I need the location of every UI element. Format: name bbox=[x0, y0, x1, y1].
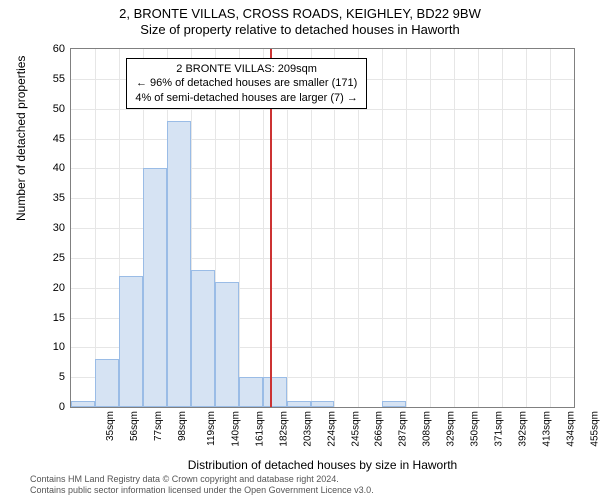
footer-line-1: Contains HM Land Registry data © Crown c… bbox=[30, 474, 590, 485]
x-tick-label: 266sqm bbox=[374, 411, 385, 447]
y-tick-label: 15 bbox=[53, 312, 65, 324]
y-tick-label: 55 bbox=[53, 73, 65, 85]
x-tick-label: 182sqm bbox=[278, 411, 289, 447]
y-tick-label: 20 bbox=[53, 282, 65, 294]
chart-container: { "title_address": "2, BRONTE VILLAS, CR… bbox=[0, 0, 600, 500]
gridline-v bbox=[478, 49, 479, 407]
y-tick-label: 40 bbox=[53, 162, 65, 174]
annotation-line-3: 4% of semi-detached houses are larger (7… bbox=[135, 91, 358, 105]
y-tick-label: 30 bbox=[53, 222, 65, 234]
x-tick-label: 98sqm bbox=[177, 411, 188, 441]
histogram-bar bbox=[71, 401, 95, 407]
x-tick-label: 56sqm bbox=[129, 411, 140, 441]
x-tick-label: 371sqm bbox=[494, 411, 505, 447]
gridline-v bbox=[502, 49, 503, 407]
gridline-v bbox=[406, 49, 407, 407]
gridline-h bbox=[71, 139, 574, 140]
y-tick-label: 10 bbox=[53, 341, 65, 353]
gridline-v bbox=[454, 49, 455, 407]
title-address: 2, BRONTE VILLAS, CROSS ROADS, KEIGHLEY,… bbox=[0, 6, 600, 22]
annotation-line-2: ← 96% of detached houses are smaller (17… bbox=[135, 76, 358, 90]
title-subject: Size of property relative to detached ho… bbox=[0, 22, 600, 38]
x-tick-label: 287sqm bbox=[398, 411, 409, 447]
x-tick-label: 77sqm bbox=[153, 411, 164, 441]
footer-line-2: Contains public sector information licen… bbox=[30, 485, 590, 496]
x-tick-label: 413sqm bbox=[542, 411, 553, 447]
gridline-v bbox=[382, 49, 383, 407]
x-tick-label: 203sqm bbox=[302, 411, 313, 447]
gridline-v bbox=[526, 49, 527, 407]
histogram-bar bbox=[311, 401, 335, 407]
gridline-v bbox=[550, 49, 551, 407]
x-tick-label: 329sqm bbox=[446, 411, 457, 447]
gridline-v bbox=[430, 49, 431, 407]
y-tick-label: 25 bbox=[53, 252, 65, 264]
plot-area: 05101520253035404550556035sqm56sqm77sqm9… bbox=[70, 48, 575, 408]
gridline-v bbox=[95, 49, 96, 407]
x-axis-label: Distribution of detached houses by size … bbox=[70, 458, 575, 472]
histogram-bar bbox=[215, 282, 239, 407]
y-axis-label: Number of detached properties bbox=[14, 56, 28, 221]
histogram-bar bbox=[382, 401, 406, 407]
chart-title-block: 2, BRONTE VILLAS, CROSS ROADS, KEIGHLEY,… bbox=[0, 6, 600, 39]
x-tick-label: 350sqm bbox=[470, 411, 481, 447]
x-tick-label: 455sqm bbox=[590, 411, 600, 447]
histogram-bar bbox=[239, 377, 263, 407]
histogram-bar bbox=[95, 359, 119, 407]
y-tick-label: 5 bbox=[59, 371, 65, 383]
histogram-bar bbox=[119, 276, 143, 407]
y-tick-label: 0 bbox=[59, 401, 65, 413]
x-tick-label: 308sqm bbox=[422, 411, 433, 447]
x-tick-label: 392sqm bbox=[518, 411, 529, 447]
x-tick-label: 224sqm bbox=[326, 411, 337, 447]
histogram-bar bbox=[143, 168, 167, 407]
x-tick-label: 140sqm bbox=[230, 411, 241, 447]
y-tick-label: 50 bbox=[53, 103, 65, 115]
x-tick-label: 245sqm bbox=[350, 411, 361, 447]
histogram-bar bbox=[167, 121, 191, 407]
y-tick-label: 35 bbox=[53, 192, 65, 204]
x-tick-label: 35sqm bbox=[105, 411, 116, 441]
histogram-bar bbox=[287, 401, 311, 407]
y-tick-label: 60 bbox=[53, 43, 65, 55]
y-tick-label: 45 bbox=[53, 133, 65, 145]
x-tick-label: 119sqm bbox=[206, 411, 217, 446]
x-tick-label: 434sqm bbox=[566, 411, 577, 447]
x-tick-label: 161sqm bbox=[254, 411, 265, 447]
annotation-box: 2 BRONTE VILLAS: 209sqm ← 96% of detache… bbox=[126, 58, 367, 109]
histogram-bar bbox=[191, 270, 215, 407]
histogram-bar bbox=[263, 377, 287, 407]
annotation-line-1: 2 BRONTE VILLAS: 209sqm bbox=[135, 62, 358, 76]
footer-attribution: Contains HM Land Registry data © Crown c… bbox=[30, 474, 590, 496]
